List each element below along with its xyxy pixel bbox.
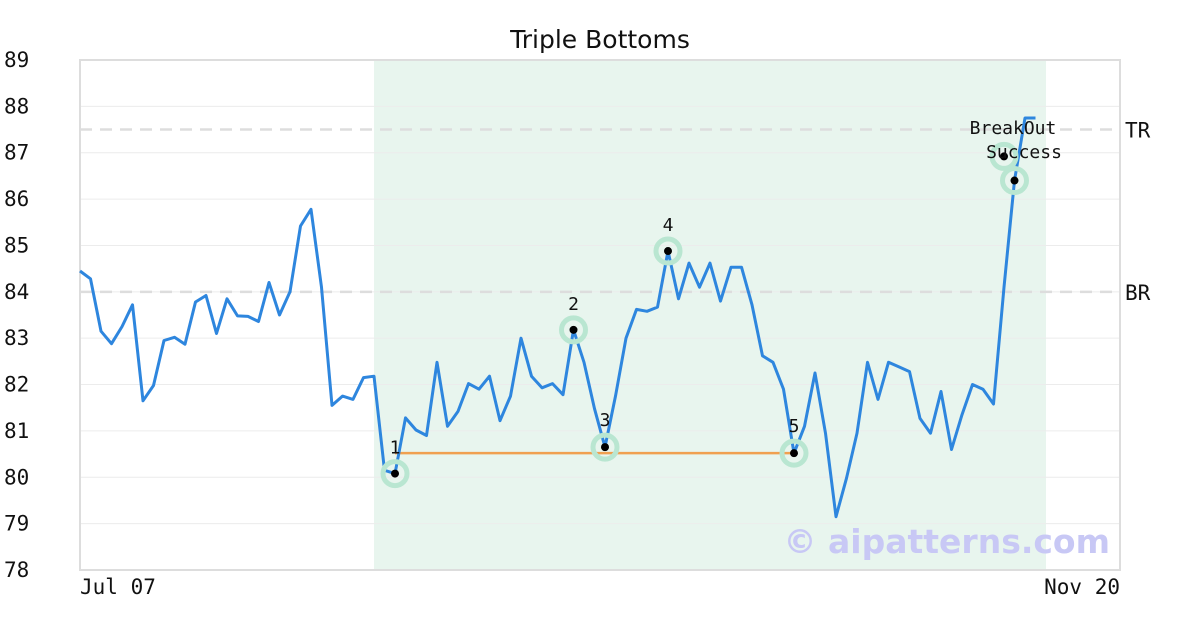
y-tick-label: 81 <box>4 419 29 443</box>
watermark: © aipatterns.com <box>784 522 1110 561</box>
background-layer <box>374 60 1046 570</box>
breakout-point-halo <box>989 141 1019 171</box>
pattern-point-label: 2 <box>568 294 579 315</box>
y-tick-label: 83 <box>4 326 29 350</box>
y-tick-label: 88 <box>4 94 29 118</box>
pattern-point-2 <box>569 325 578 334</box>
pattern-point-halo <box>653 236 683 266</box>
pattern-point-5 <box>790 449 798 458</box>
lines-layer <box>79 116 1120 519</box>
reference-label-tr: TR <box>1125 119 1151 143</box>
y-tick-label: 78 <box>4 558 29 582</box>
breakout-label: Success <box>986 142 1062 163</box>
text-layer: 78 79 80 81 82 83 84 85 86 87 88 89 TR BR 1 2 3 4 5 BreakOu… <box>4 25 1151 599</box>
y-tick-label: 87 <box>4 141 29 165</box>
y-tick-label: 82 <box>4 373 29 397</box>
pattern-point-halo <box>779 438 809 468</box>
pattern-point-label: 5 <box>789 416 800 437</box>
x-tick-label: Nov 20 <box>1044 575 1120 599</box>
pattern-point-halo <box>380 459 410 489</box>
grid-layer <box>79 59 1121 571</box>
pattern-point-halo <box>590 432 620 462</box>
price-series-line <box>79 116 1036 519</box>
breakout-label: BreakOut <box>970 118 1057 139</box>
pattern-region <box>374 60 1046 570</box>
breakout-point <box>1010 176 1019 185</box>
plot-frame <box>79 59 1121 571</box>
pattern-point-3 <box>601 443 609 452</box>
y-tick-label: 84 <box>4 280 29 304</box>
breakout-point <box>1000 152 1008 161</box>
pattern-point-halo <box>559 315 588 345</box>
pattern-point-label: 3 <box>600 410 611 431</box>
pattern-point-1 <box>391 469 399 478</box>
pattern-point-label: 1 <box>390 438 401 459</box>
chart-title: Triple Bottoms <box>509 25 690 54</box>
y-tick-label: 85 <box>4 233 29 257</box>
x-tick-label: Jul 07 <box>80 575 156 599</box>
y-tick-label: 79 <box>4 512 29 536</box>
y-tick-label: 86 <box>4 187 29 211</box>
y-tick-label: 80 <box>4 465 29 489</box>
marks-layer <box>380 141 1029 489</box>
y-tick-label: 89 <box>4 48 29 72</box>
breakout-point-halo <box>1000 166 1029 196</box>
reference-label-br: BR <box>1125 281 1151 305</box>
pattern-point-label: 4 <box>663 215 674 236</box>
pattern-point-4 <box>664 247 672 256</box>
